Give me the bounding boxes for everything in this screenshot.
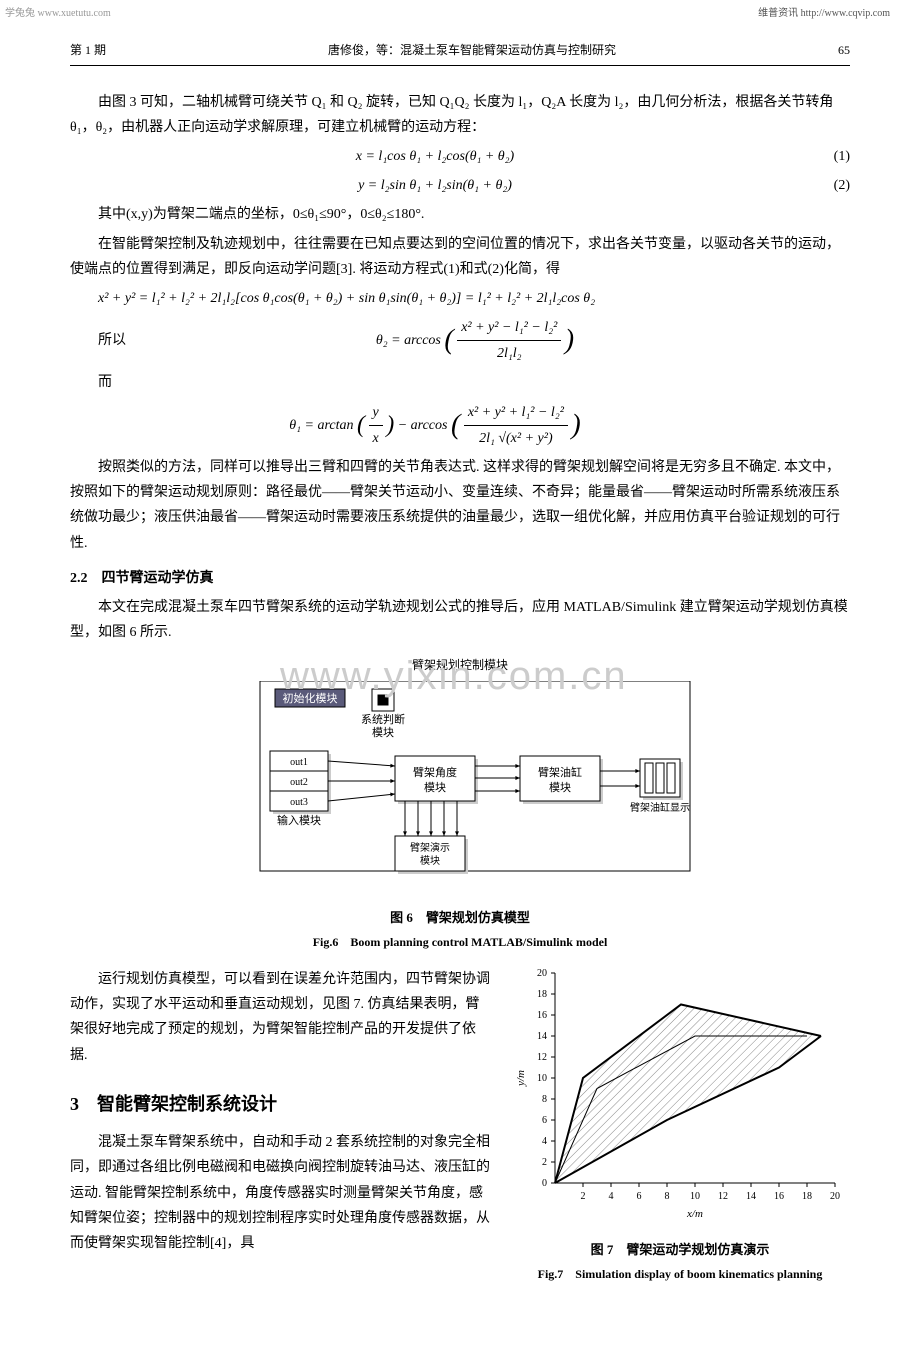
svg-text:臂架角度: 臂架角度: [413, 765, 457, 779]
svg-text:模块: 模块: [549, 781, 571, 794]
svg-text:系统判断: 系统判断: [361, 712, 405, 726]
watermark-top-right: 维普资讯 http://www.cqvip.com: [758, 5, 890, 23]
eq5-mid: − arccos: [398, 418, 448, 433]
fig6-diagram: 初始化模块系统判断模块out1out2out3输入模块臂架角度模块臂架油缸模块臂…: [200, 681, 720, 891]
svg-text:y/m: y/m: [515, 1070, 527, 1087]
page-number: 65: [838, 40, 850, 62]
svg-text:臂架演示: 臂架演示: [410, 841, 450, 854]
svg-text:10: 10: [537, 1073, 547, 1084]
svg-text:输入模块: 输入模块: [277, 813, 321, 827]
svg-text:20: 20: [537, 968, 547, 979]
eq4-den: 2l₁l₂: [457, 341, 561, 366]
svg-text:out1: out1: [290, 757, 308, 768]
equation-1: x = l₁cos θ₁ + l₂cos(θ₁ + θ₂) (1): [70, 144, 850, 169]
fig7-caption-cn: 图 7 臂架运动学规划仿真演示: [510, 1238, 850, 1261]
svg-text:臂架油缸显示: 臂架油缸显示: [630, 801, 690, 814]
paragraph-5: 本文在完成混凝土泵车四节臂架系统的运动学轨迹规划公式的推导后，应用 MATLAB…: [70, 595, 850, 645]
svg-text:模块: 模块: [420, 855, 440, 867]
svg-text:4: 4: [609, 1191, 614, 1202]
svg-text:8: 8: [665, 1191, 670, 1202]
svg-text:16: 16: [537, 1010, 547, 1021]
equation-2-num: (2): [800, 173, 850, 198]
svg-text:4: 4: [542, 1136, 547, 1147]
eq4-num: x² + y² − l₁² − l₂²: [457, 315, 561, 341]
equation-2: y = l₂sin θ₁ + l₂sin(θ₁ + θ₂) (2): [70, 173, 850, 198]
paragraph-2: 其中(x,y)为臂架二端点的坐标，0≤θ₁≤90°，0≤θ₂≤180°.: [70, 202, 850, 227]
paragraph-3: 在智能臂架控制及轨迹规划中，往往需要在已知点要达到的空间位置的情况下，求出各关节…: [70, 232, 850, 282]
svg-text:0: 0: [542, 1178, 547, 1189]
svg-text:18: 18: [537, 989, 547, 1000]
svg-text:臂架油缸: 臂架油缸: [538, 765, 582, 779]
svg-text:12: 12: [537, 1052, 547, 1063]
equation-4: 所以 θ₂ = arccos ( x² + y² − l₁² − l₂² 2l₁…: [70, 315, 850, 366]
eq5-lhs: θ₁ = arctan: [289, 418, 353, 433]
svg-text:6: 6: [542, 1115, 547, 1126]
equation-4-body: θ₂ = arccos ( x² + y² − l₁² − l₂² 2l₁l₂ …: [150, 315, 800, 366]
label-so: 所以: [70, 328, 150, 353]
fig7-chart: 2 4 6 8 10 12 14 16 18 20 0 2 4 6 8 10 12 14 16 18 20 x/m y/m: [510, 963, 850, 1223]
svg-text:12: 12: [718, 1191, 728, 1202]
eq5-f1-den: x: [369, 426, 383, 451]
issue-label: 第 1 期: [70, 40, 106, 62]
equation-1-body: x = l₁cos θ₁ + l₂cos(θ₁ + θ₂): [70, 144, 800, 169]
svg-text:18: 18: [802, 1191, 812, 1202]
svg-text:2: 2: [542, 1157, 547, 1168]
svg-text:6: 6: [637, 1191, 642, 1202]
svg-text:20: 20: [830, 1191, 840, 1202]
svg-text:16: 16: [774, 1191, 784, 1202]
eq5-f2-den: 2l₁ √(x² + y²): [464, 426, 568, 451]
equation-5-body: θ₁ = arctan ( y x ) − arccos ( x² + y² +…: [70, 400, 800, 451]
svg-text:out2: out2: [290, 777, 308, 788]
equation-5: θ₁ = arctan ( y x ) − arccos ( x² + y² +…: [70, 400, 850, 451]
equation-1-num: (1): [800, 144, 850, 169]
svg-text:模块: 模块: [372, 726, 394, 739]
heading-3: 3 智能臂架控制系统设计: [70, 1088, 490, 1120]
watermark-top-left: 学兔兔 www.xuetutu.com: [5, 5, 111, 23]
equation-3: x² + y² = l₁² + l₂² + 2l₁l₂[cos θ₁cos(θ₁…: [70, 286, 850, 311]
fig7-caption-en: Fig.7 Simulation display of boom kinemat…: [510, 1264, 850, 1286]
svg-text:模块: 模块: [424, 781, 446, 794]
svg-text:out3: out3: [290, 797, 308, 808]
heading-2-2: 2.2 四节臂运动学仿真: [70, 566, 850, 591]
paragraph-4: 按照类似的方法，同样可以推导出三臂和四臂的关节角表达式. 这样求得的臂架规划解空…: [70, 455, 850, 556]
fig6-caption-en: Fig.6 Boom planning control MATLAB/Simul…: [70, 932, 850, 954]
paragraph-6: 运行规划仿真模型，可以看到在误差允许范围内，四节臂架协调动作，实现了水平运动和垂…: [70, 967, 490, 1068]
svg-text:x/m: x/m: [686, 1208, 703, 1220]
svg-text:14: 14: [537, 1031, 547, 1042]
eq5-f1-num: y: [369, 400, 383, 426]
svg-text:10: 10: [690, 1191, 700, 1202]
running-title: 唐修俊，等：混凝土泵车智能臂架运动仿真与控制研究: [328, 40, 616, 62]
eq5-f2-num: x² + y² + l₁² − l₂²: [464, 400, 568, 426]
svg-text:2: 2: [581, 1191, 586, 1202]
equation-2-body: y = l₂sin θ₁ + l₂sin(θ₁ + θ₂): [70, 173, 800, 198]
watermark-center: www.yixin.com.cn: [280, 640, 628, 712]
fig6-caption-cn: 图 6 臂架规划仿真模型: [70, 906, 850, 929]
paragraph-7: 混凝土泵车臂架系统中，自动和手动 2 套系统控制的对象完全相同，即通过各组比例电…: [70, 1130, 490, 1256]
running-header: 第 1 期 唐修俊，等：混凝土泵车智能臂架运动仿真与控制研究 65: [70, 40, 850, 66]
svg-text:14: 14: [746, 1191, 756, 1202]
equation-3-body: x² + y² = l₁² + l₂² + 2l₁l₂[cos θ₁cos(θ₁…: [70, 286, 850, 311]
paragraph-1: 由图 3 可知，二轴机械臂可绕关节 Q₁ 和 Q₂ 旋转，已知 Q₁Q₂ 长度为…: [70, 90, 850, 140]
svg-text:8: 8: [542, 1094, 547, 1105]
label-and: 而: [70, 370, 850, 395]
eq4-lhs: θ₂ = arccos: [376, 333, 441, 348]
